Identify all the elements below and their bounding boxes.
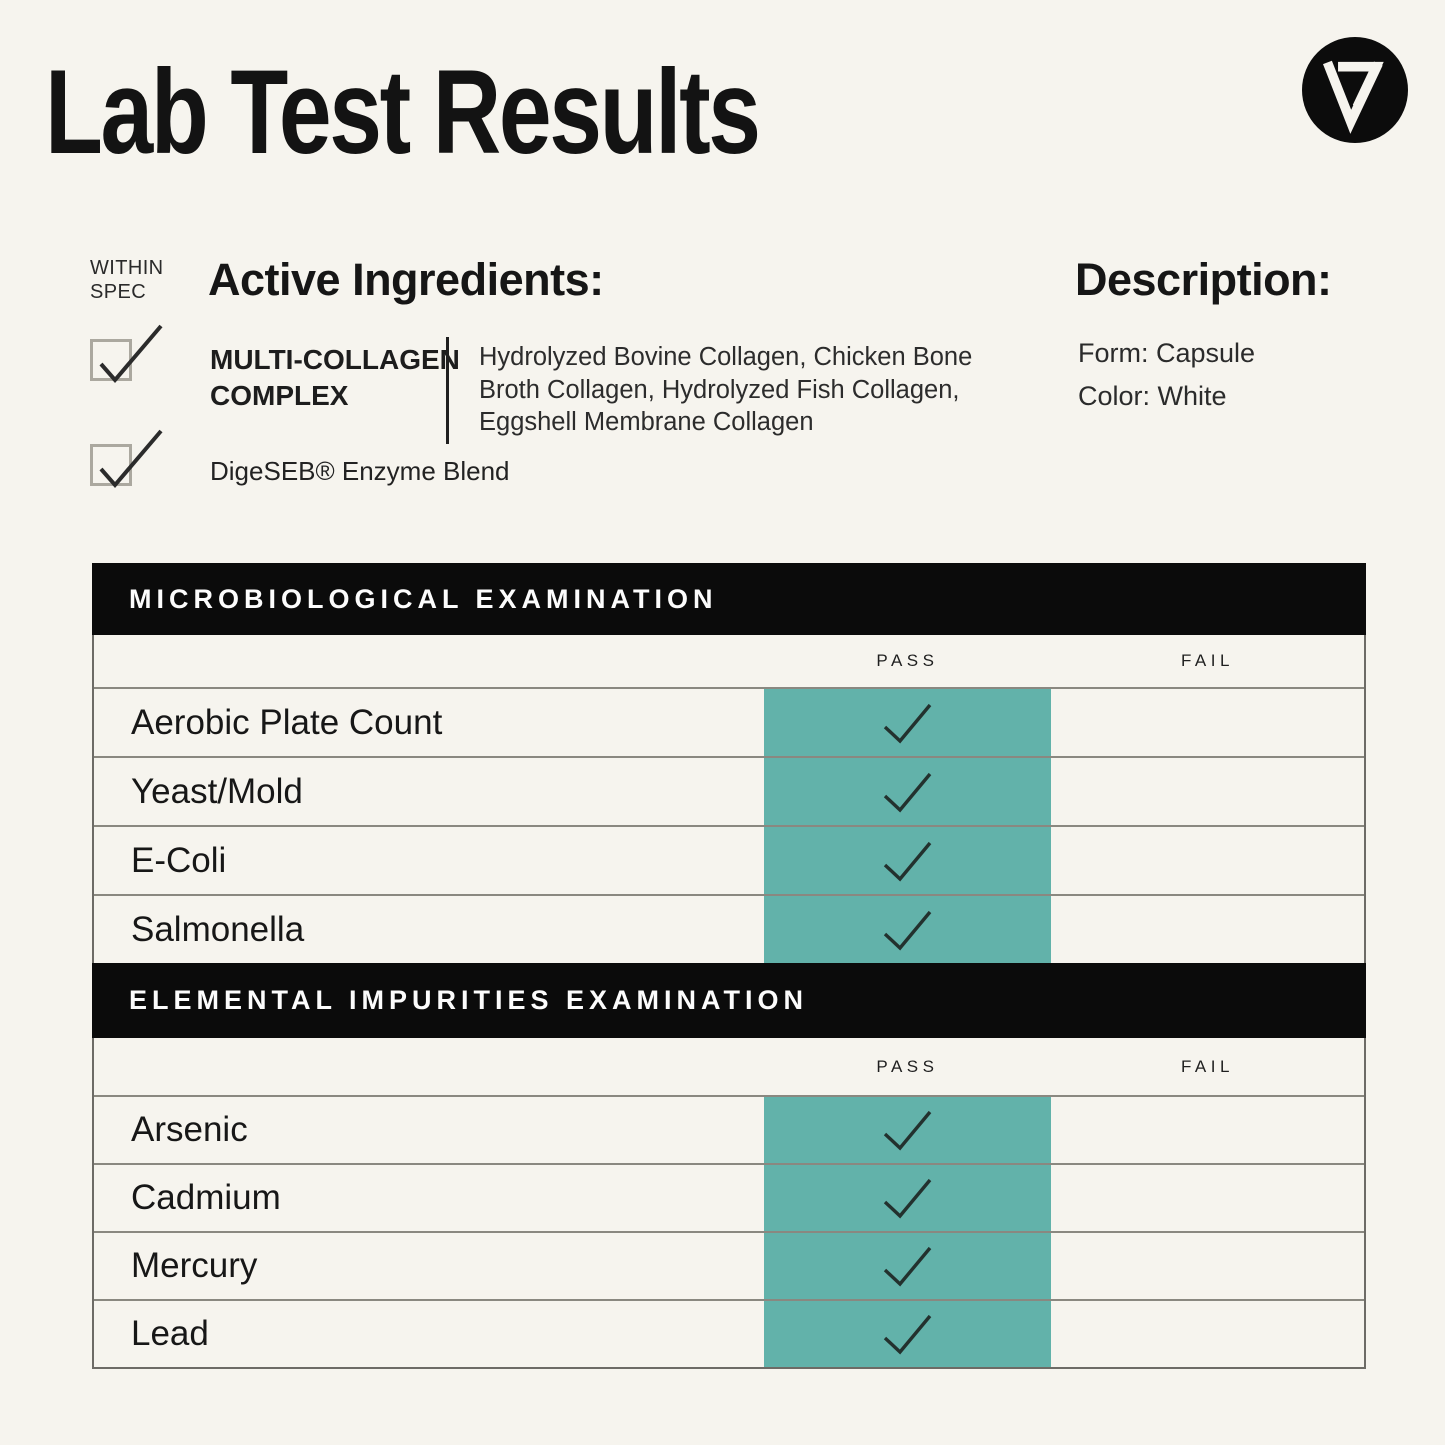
row-label: Lead [131, 1314, 209, 1353]
pass-cell [763, 827, 1051, 894]
table-2-grid: PASS FAIL Arsenic Cadmium Mercury [92, 1038, 1366, 1369]
description-heading: Description: [1075, 254, 1332, 305]
description-color: Color: White [1078, 381, 1227, 411]
within-spec-checkbox-2 [90, 429, 163, 489]
table-row: Mercury [94, 1231, 1364, 1299]
table-1-header-bar: MICROBIOLOGICAL EXAMINATION [92, 563, 1366, 635]
table-row: Salmonella [94, 894, 1364, 963]
pass-cell [763, 1301, 1051, 1367]
column-spacer [94, 635, 764, 687]
pass-check-icon [884, 1246, 932, 1287]
pass-check-icon [884, 1178, 932, 1219]
table-2-title: ELEMENTAL IMPURITIES EXAMINATION [129, 985, 809, 1015]
pass-check-icon [884, 1314, 932, 1355]
pass-cell [763, 1097, 1051, 1163]
fail-cell [1051, 896, 1364, 963]
fail-cell [1051, 1301, 1364, 1367]
row-label: Yeast/Mold [131, 771, 303, 811]
checkbox-check-icon [99, 324, 163, 384]
pass-cell [763, 1233, 1051, 1299]
within-spec-label: WITHIN SPEC [90, 256, 164, 304]
fail-cell [1051, 758, 1364, 825]
ingredient-divider [446, 337, 449, 444]
pass-check-icon [884, 910, 932, 950]
pass-check-icon [884, 841, 932, 881]
table-row: Arsenic [94, 1095, 1364, 1163]
fail-cell [1051, 689, 1364, 756]
fail-cell [1051, 1233, 1364, 1299]
row-label: Aerobic Plate Count [131, 702, 443, 742]
fail-cell [1051, 1097, 1364, 1163]
pass-check-icon [884, 1110, 932, 1151]
table-row: Lead [94, 1299, 1364, 1367]
ingredient-name-1: MULTI-COLLAGEN COMPLEX [210, 344, 460, 412]
checkbox-check-icon [99, 429, 163, 489]
pass-column-header: PASS [876, 1056, 939, 1076]
table-row: E-Coli [94, 825, 1364, 894]
table-row: Cadmium [94, 1163, 1364, 1231]
row-label: E-Coli [131, 840, 227, 880]
pass-check-icon [884, 772, 932, 812]
within-spec-checkbox-1 [90, 324, 163, 384]
active-ingredients-heading: Active Ingredients: [208, 254, 604, 305]
row-label: Mercury [131, 1246, 258, 1285]
ingredient-detail-1: Hydrolyzed Bovine Collagen, Chicken Bone… [479, 343, 973, 437]
table-1-title: MICROBIOLOGICAL EXAMINATION [129, 583, 718, 614]
pass-column-header: PASS [876, 651, 939, 670]
description-form: Form: Capsule [1078, 338, 1256, 368]
pass-cell [763, 758, 1051, 825]
table-1-column-headers: PASS FAIL [94, 635, 1364, 687]
lab-results-table: MICROBIOLOGICAL EXAMINATION PASS FAIL Ae… [92, 563, 1366, 1369]
table-2-column-headers: PASS FAIL [94, 1038, 1364, 1095]
row-label: Cadmium [131, 1178, 281, 1217]
pass-cell [763, 689, 1051, 756]
pass-cell [763, 1165, 1051, 1231]
fail-cell [1051, 1165, 1364, 1231]
table-row: Aerobic Plate Count [94, 687, 1364, 756]
column-spacer [94, 1038, 764, 1095]
brand-logo [1302, 37, 1408, 143]
pass-check-icon [884, 703, 932, 743]
page-title: Lab Test Results [45, 45, 761, 179]
within-spec-line2: SPEC [90, 281, 147, 303]
table-1-grid: PASS FAIL Aerobic Plate Count Yeast/Mold… [92, 635, 1366, 963]
fail-column-header: FAIL [1180, 651, 1234, 670]
ingredient-name-2: DigeSEB® Enzyme Blend [210, 456, 510, 486]
pass-cell [763, 896, 1051, 963]
brand-triangle-logo-icon [1302, 37, 1408, 143]
row-label: Salmonella [131, 909, 305, 949]
fail-cell [1051, 827, 1364, 894]
within-spec-line1: WITHIN [90, 257, 164, 279]
table-2-header-bar: ELEMENTAL IMPURITIES EXAMINATION [92, 963, 1366, 1038]
table-row: Yeast/Mold [94, 756, 1364, 825]
fail-column-header: FAIL [1180, 1056, 1234, 1076]
row-label: Arsenic [131, 1110, 248, 1149]
